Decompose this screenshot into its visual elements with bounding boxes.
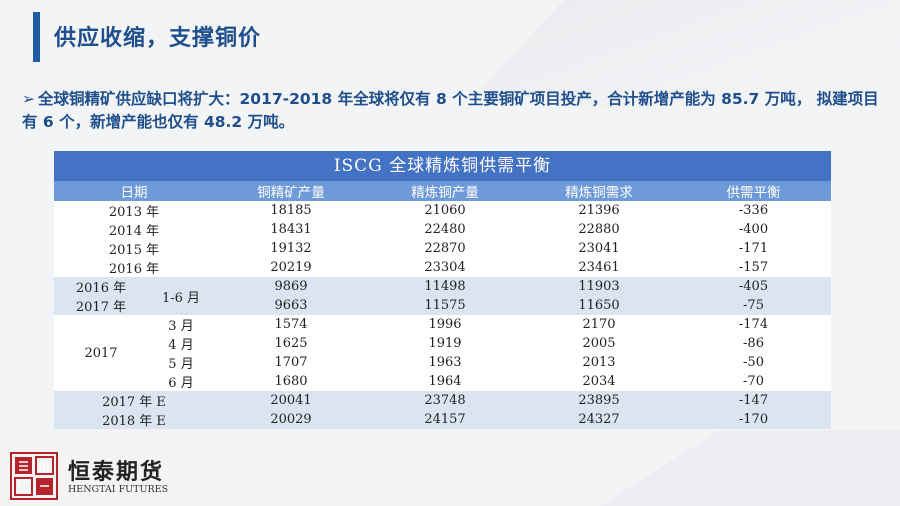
brand-name-en: HENGTAI FUTURES <box>68 484 169 495</box>
header-balance: 供需平衡 <box>676 181 831 201</box>
table-cell: 24327 <box>578 412 620 427</box>
table-cell: 2014 年 <box>108 224 160 239</box>
table-cell: 11903 <box>578 279 620 294</box>
table-cell: 2016 年 <box>75 281 127 296</box>
table-cell: 1919 <box>428 336 462 351</box>
table-cell: -86 <box>743 336 764 351</box>
table-cell: 2034 <box>582 374 616 389</box>
table-cell: 1996 <box>428 317 462 332</box>
summary-text: 全球铜精矿供应缺口将扩大：2017-2018 年全球将仅有 8 个主要铜矿项目投… <box>22 90 879 131</box>
table-cell: 21060 <box>424 203 466 218</box>
table-cell: 22480 <box>424 222 466 237</box>
header-concentrate-output: 铜精矿产量 <box>214 181 368 201</box>
table-row: 5 月 1707 1963 2013 -50 <box>54 353 831 372</box>
header-refined-output: 精炼铜产量 <box>368 181 522 201</box>
table-cell: -147 <box>738 393 769 408</box>
table-cell: 18185 <box>270 203 312 218</box>
half-year-label: 1-6 月 <box>161 290 201 306</box>
table-cell: 3 月 <box>168 319 194 334</box>
table-cell: 20029 <box>270 412 312 427</box>
seal-icon <box>10 452 58 500</box>
table-cell: 23304 <box>424 260 466 275</box>
table-cell: 1625 <box>274 336 308 351</box>
table-cell: 2018 年 E <box>102 414 166 429</box>
table-row: 2017 年 E 20041 23748 23895 -147 <box>54 391 831 410</box>
header-refined-demand: 精炼铜需求 <box>522 181 676 201</box>
supply-demand-table: ISCG 全球精炼铜供需平衡 日期 铜精矿产量 精炼铜产量 精炼铜需求 供需平衡… <box>54 151 831 429</box>
table-cell: 20041 <box>270 393 312 408</box>
table-cell: 2017 年 E <box>102 395 166 410</box>
table-header-row: 日期 铜精矿产量 精炼铜产量 精炼铜需求 供需平衡 <box>54 181 831 201</box>
page-title: 供应收缩，支撑铜价 <box>54 26 262 51</box>
table-cell: 4 月 <box>168 338 194 353</box>
table-cell: 11650 <box>578 298 620 313</box>
summary-paragraph: ➢ 全球铜精矿供应缺口将扩大：2017-2018 年全球将仅有 8 个主要铜矿项目… <box>22 88 882 134</box>
table-cell: -70 <box>743 374 764 389</box>
table-cell: 23748 <box>424 393 466 408</box>
year-2017-label: 2017 <box>84 345 118 361</box>
table-cell: 1574 <box>274 317 308 332</box>
title-accent-bar <box>33 12 40 62</box>
table-row: 2016 年 1-6 月 9869 11498 11903 -405 <box>54 277 831 306</box>
header-date: 日期 <box>54 181 214 201</box>
table-cell: 2015 年 <box>108 243 160 258</box>
table-cell: 23461 <box>578 260 620 275</box>
brand-name-cn: 恒泰期货 <box>68 460 165 485</box>
table-row: 2016 年 20219 23304 23461 -157 <box>54 258 831 277</box>
table-cell: -405 <box>738 279 769 294</box>
table-cell: -171 <box>738 241 769 256</box>
table-cell: 1680 <box>274 374 308 389</box>
table-cell: 1964 <box>428 374 462 389</box>
table-title: ISCG 全球精炼铜供需平衡 <box>54 151 831 181</box>
table-cell: 1707 <box>274 355 308 370</box>
table-cell: 6 月 <box>168 376 194 391</box>
table-cell: -400 <box>738 222 769 237</box>
table-row: 2017 年 9663 11575 11650 -75 <box>54 296 831 315</box>
table-cell: 2016 年 <box>108 262 160 277</box>
table-cell: 2013 <box>582 355 616 370</box>
table-cell: -170 <box>738 412 769 427</box>
table-cell: 23895 <box>578 393 620 408</box>
table-cell: 23041 <box>578 241 620 256</box>
table-cell: -50 <box>743 355 764 370</box>
table-row: 2015 年 19132 22870 23041 -171 <box>54 239 831 258</box>
table-cell: 21396 <box>578 203 620 218</box>
table-cell: 2005 <box>582 336 616 351</box>
table-row: 2017 3 月 1574 1996 2170 -174 <box>54 315 831 361</box>
table-cell: 1963 <box>428 355 462 370</box>
table-cell: -174 <box>738 317 769 332</box>
table-cell: 20219 <box>270 260 312 275</box>
table-cell: 11498 <box>424 279 466 294</box>
table-cell: 9869 <box>274 279 308 294</box>
background-shape <box>600 430 900 506</box>
table-cell: 5 月 <box>168 357 194 372</box>
table-cell: 22880 <box>578 222 620 237</box>
table-row: 2013 年 18185 21060 21396 -336 <box>54 201 831 220</box>
table-row: 6 月 1680 1964 2034 -70 <box>54 372 831 391</box>
table-cell: 9663 <box>274 298 308 313</box>
table-row: 4 月 1625 1919 2005 -86 <box>54 334 831 353</box>
table-cell: 18431 <box>270 222 312 237</box>
table-cell: 2013 年 <box>108 205 160 220</box>
table-cell: -157 <box>738 260 769 275</box>
table-cell: 22870 <box>424 241 466 256</box>
table-row: 2014 年 18431 22480 22880 -400 <box>54 220 831 239</box>
bullet-arrow-icon: ➢ <box>22 90 35 108</box>
table-cell: 2017 年 <box>75 300 127 315</box>
table-cell: 24157 <box>424 412 466 427</box>
data-table: 日期 铜精矿产量 精炼铜产量 精炼铜需求 供需平衡 2013 年 18185 21… <box>54 181 831 429</box>
table-cell: 2170 <box>582 317 616 332</box>
table-cell: -336 <box>738 203 769 218</box>
table-cell: 19132 <box>270 241 312 256</box>
table-row: 2018 年 E 20029 24157 24327 -170 <box>54 410 831 429</box>
table-cell: -75 <box>743 298 764 313</box>
table-cell: 11575 <box>424 298 466 313</box>
